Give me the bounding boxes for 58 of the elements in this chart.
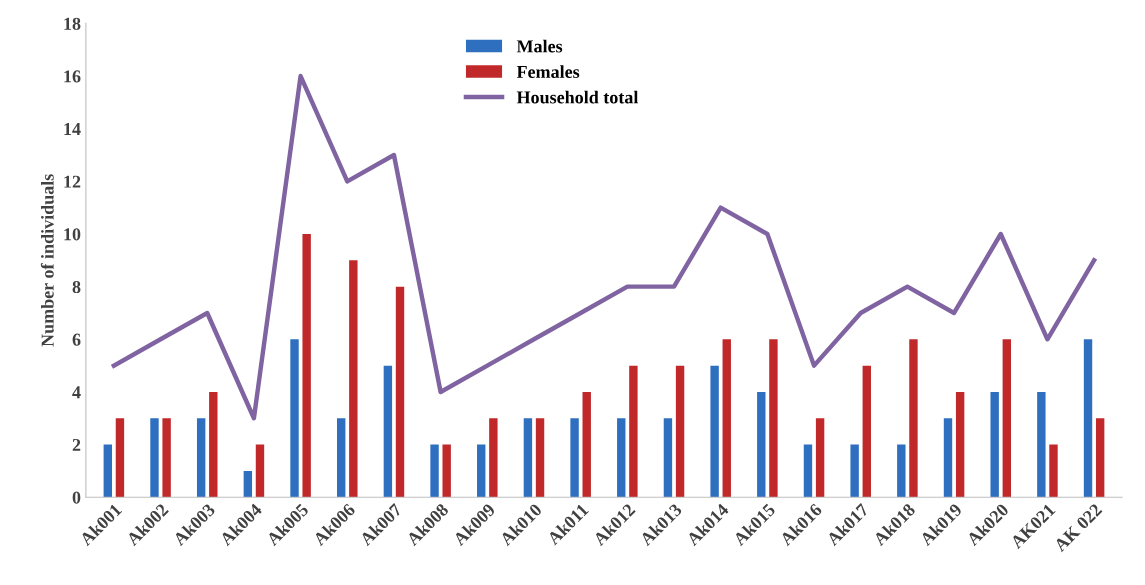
bar <box>897 444 906 498</box>
y-tick-label: 14 <box>64 123 81 135</box>
legend-label: Males <box>516 39 563 53</box>
bar <box>115 418 125 498</box>
y-tick-label: 16 <box>64 70 81 83</box>
bar <box>255 444 265 498</box>
bar <box>395 286 405 498</box>
bar <box>850 444 859 498</box>
bar <box>617 418 626 498</box>
bar <box>535 418 545 498</box>
bar <box>1002 339 1012 498</box>
bar <box>430 444 439 498</box>
bar <box>722 339 731 498</box>
bar <box>349 260 358 498</box>
bar <box>757 391 766 498</box>
y-tick-label: 0 <box>72 491 81 504</box>
y-tick-label: 8 <box>72 280 81 294</box>
legend-label: Household total <box>516 90 639 104</box>
bar <box>103 444 113 498</box>
bar <box>582 391 591 498</box>
bar <box>383 365 393 498</box>
bar <box>1037 391 1046 498</box>
bar <box>815 418 825 498</box>
y-tick-label: 2 <box>72 438 81 451</box>
y-tick-label: 18 <box>64 17 81 30</box>
bar <box>990 391 999 498</box>
bar <box>629 365 638 498</box>
bar <box>196 418 206 498</box>
legend-label: Females <box>516 65 580 78</box>
bar <box>150 418 159 498</box>
bar <box>1049 444 1058 498</box>
bar <box>1095 418 1105 498</box>
y-axis-title: Number of individuals <box>40 174 54 347</box>
bar <box>769 339 778 498</box>
bar <box>803 444 813 498</box>
bar <box>523 418 533 498</box>
bar <box>243 470 253 498</box>
bar <box>489 418 498 498</box>
y-tick-label: 4 <box>72 386 81 399</box>
bar <box>302 234 311 498</box>
bar <box>477 444 486 498</box>
bar <box>955 391 965 498</box>
bar <box>1083 339 1093 498</box>
bar <box>570 418 579 498</box>
bar <box>675 365 685 498</box>
bar <box>337 418 346 498</box>
y-tick-label: 10 <box>64 228 81 241</box>
bar <box>663 418 673 498</box>
bar <box>162 418 171 498</box>
bar <box>862 365 871 498</box>
bar <box>442 444 451 498</box>
bar <box>909 339 918 498</box>
bar <box>290 339 299 498</box>
y-tick-label: 6 <box>72 333 81 346</box>
bar <box>943 418 953 498</box>
bar <box>710 365 719 498</box>
y-tick-label: 12 <box>64 175 81 188</box>
bar <box>209 391 218 498</box>
